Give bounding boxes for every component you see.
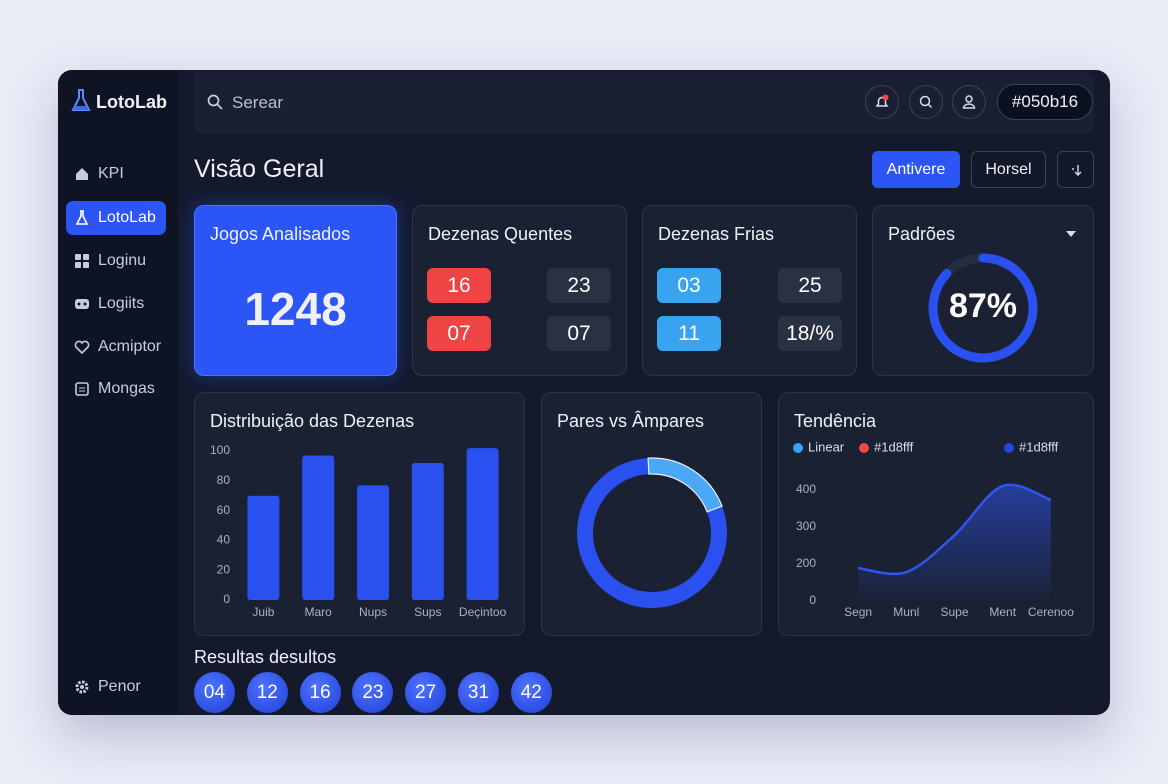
legend-dot bbox=[793, 443, 803, 453]
nav-item[interactable]: Acmiptor bbox=[66, 330, 166, 364]
settings-label: Penor bbox=[98, 678, 141, 695]
card-title: Jogos Analisados bbox=[210, 224, 351, 244]
bar bbox=[302, 455, 335, 600]
number-chip: 23 bbox=[547, 268, 611, 303]
donut-segment bbox=[647, 457, 723, 513]
logo-icon bbox=[71, 89, 91, 111]
result-ball: 23 bbox=[352, 672, 394, 713]
card-title: Pares vs Âmpares bbox=[557, 411, 705, 431]
search-icon bbox=[207, 94, 223, 110]
bar bbox=[466, 448, 499, 600]
x-tick-label: Nups bbox=[359, 605, 387, 619]
cold-card: Dezenas Frias 03 25 11 18/% bbox=[642, 205, 857, 376]
kpi-value: 1248 bbox=[244, 283, 347, 335]
y-tick-label: 300 bbox=[796, 519, 816, 533]
y-tick-label: 0 bbox=[223, 592, 230, 606]
notifications[interactable] bbox=[865, 85, 899, 119]
chart-card: Pares vs Âmpares bbox=[541, 392, 762, 636]
primary-button[interactable]: Antivere bbox=[872, 151, 960, 188]
nav-label: Logiits bbox=[98, 295, 145, 312]
result-ball: 16 bbox=[299, 672, 341, 713]
result-ball: 42 bbox=[510, 672, 552, 713]
search-input[interactable]: Serear bbox=[232, 93, 284, 112]
badge[interactable]: #050b16 bbox=[997, 84, 1093, 120]
patterns-card: Padrões bbox=[872, 205, 1094, 376]
gauge-arc bbox=[928, 253, 1038, 363]
bar bbox=[357, 485, 389, 600]
y-tick-label: 0 bbox=[809, 593, 816, 607]
x-tick-label: Munl bbox=[893, 605, 919, 619]
number-chip: 03 bbox=[657, 268, 721, 303]
y-tick-label: 60 bbox=[217, 503, 231, 517]
nav-label: LotoLab bbox=[98, 209, 156, 226]
x-tick-label: Sups bbox=[414, 605, 441, 619]
nav-item[interactable]: Mongas bbox=[66, 372, 166, 406]
nav-label: Mongas bbox=[98, 380, 155, 397]
legend-dot bbox=[1004, 443, 1014, 453]
result-ball: 12 bbox=[246, 672, 288, 713]
number-chip: 16 bbox=[427, 268, 491, 303]
y-tick-label: 400 bbox=[796, 482, 816, 496]
card-title: Dezenas Quentes bbox=[428, 224, 573, 244]
settings[interactable]: Penor bbox=[66, 670, 166, 704]
area bbox=[858, 484, 1051, 601]
number-chip: 07 bbox=[427, 316, 491, 351]
brand: LotoLab bbox=[96, 92, 167, 112]
dropdown[interactable] bbox=[1065, 230, 1077, 238]
nav-item[interactable]: LotoLab bbox=[66, 201, 166, 235]
bar bbox=[411, 462, 444, 600]
secondary-button[interactable]: Horsel bbox=[971, 151, 1046, 188]
x-tick-label: Deçintoo bbox=[459, 605, 507, 619]
bar bbox=[247, 495, 280, 600]
x-tick-label: Maro bbox=[305, 605, 333, 619]
search-button[interactable] bbox=[909, 85, 943, 119]
sort-button[interactable] bbox=[1057, 151, 1094, 188]
x-tick-label: Ment bbox=[989, 605, 1016, 619]
card-title: Dezenas Frias bbox=[658, 224, 775, 244]
nav-label: KPI bbox=[98, 165, 124, 182]
legend-label: Linear bbox=[808, 439, 845, 454]
x-tick-label: Segn bbox=[844, 605, 872, 619]
y-tick-label: 100 bbox=[210, 443, 230, 457]
x-tick-label: Supe bbox=[940, 605, 968, 619]
results-title: Resultas desultos bbox=[194, 647, 337, 667]
result-ball: 27 bbox=[405, 672, 447, 713]
number-chip: 11 bbox=[657, 316, 721, 351]
nav-item[interactable]: KPI bbox=[66, 157, 166, 191]
legend-label: #1d8fff bbox=[874, 439, 914, 454]
line bbox=[857, 483, 1052, 576]
y-tick-label: 20 bbox=[217, 562, 231, 576]
kpi-card: Jogos Analisados 1248 bbox=[194, 205, 397, 376]
nav-item[interactable]: Loginu bbox=[66, 244, 166, 278]
nav-item[interactable]: Logiits bbox=[66, 287, 166, 321]
gauge-label: 87% bbox=[949, 287, 1017, 325]
topbar bbox=[194, 72, 1094, 134]
nav-label: Acmiptor bbox=[98, 338, 162, 355]
number-chip: 07 bbox=[547, 316, 611, 351]
number-chip: 25 bbox=[778, 268, 842, 303]
nav-label: Loginu bbox=[98, 252, 147, 269]
x-tick-label: Cerenoo bbox=[1028, 605, 1074, 619]
card-title: Tendência bbox=[794, 411, 877, 431]
profile[interactable] bbox=[952, 85, 986, 119]
y-tick-label: 200 bbox=[796, 556, 816, 570]
hot-card: Dezenas Quentes 16 23 07 07 bbox=[412, 205, 627, 376]
y-tick-label: 80 bbox=[217, 473, 231, 487]
x-tick-label: Juib bbox=[252, 605, 274, 619]
legend-label: #1d8fff bbox=[1019, 439, 1059, 454]
legend-dot bbox=[859, 443, 869, 453]
page-title: Visão Geral bbox=[194, 155, 325, 183]
result-ball: 31 bbox=[458, 672, 499, 713]
card-title: Padrões bbox=[888, 224, 956, 244]
result-ball: 04 bbox=[194, 672, 235, 713]
y-tick-label: 40 bbox=[217, 533, 231, 547]
card-title: Distribuição das Dezenas bbox=[210, 411, 415, 431]
number-chip: 18/% bbox=[778, 316, 842, 351]
